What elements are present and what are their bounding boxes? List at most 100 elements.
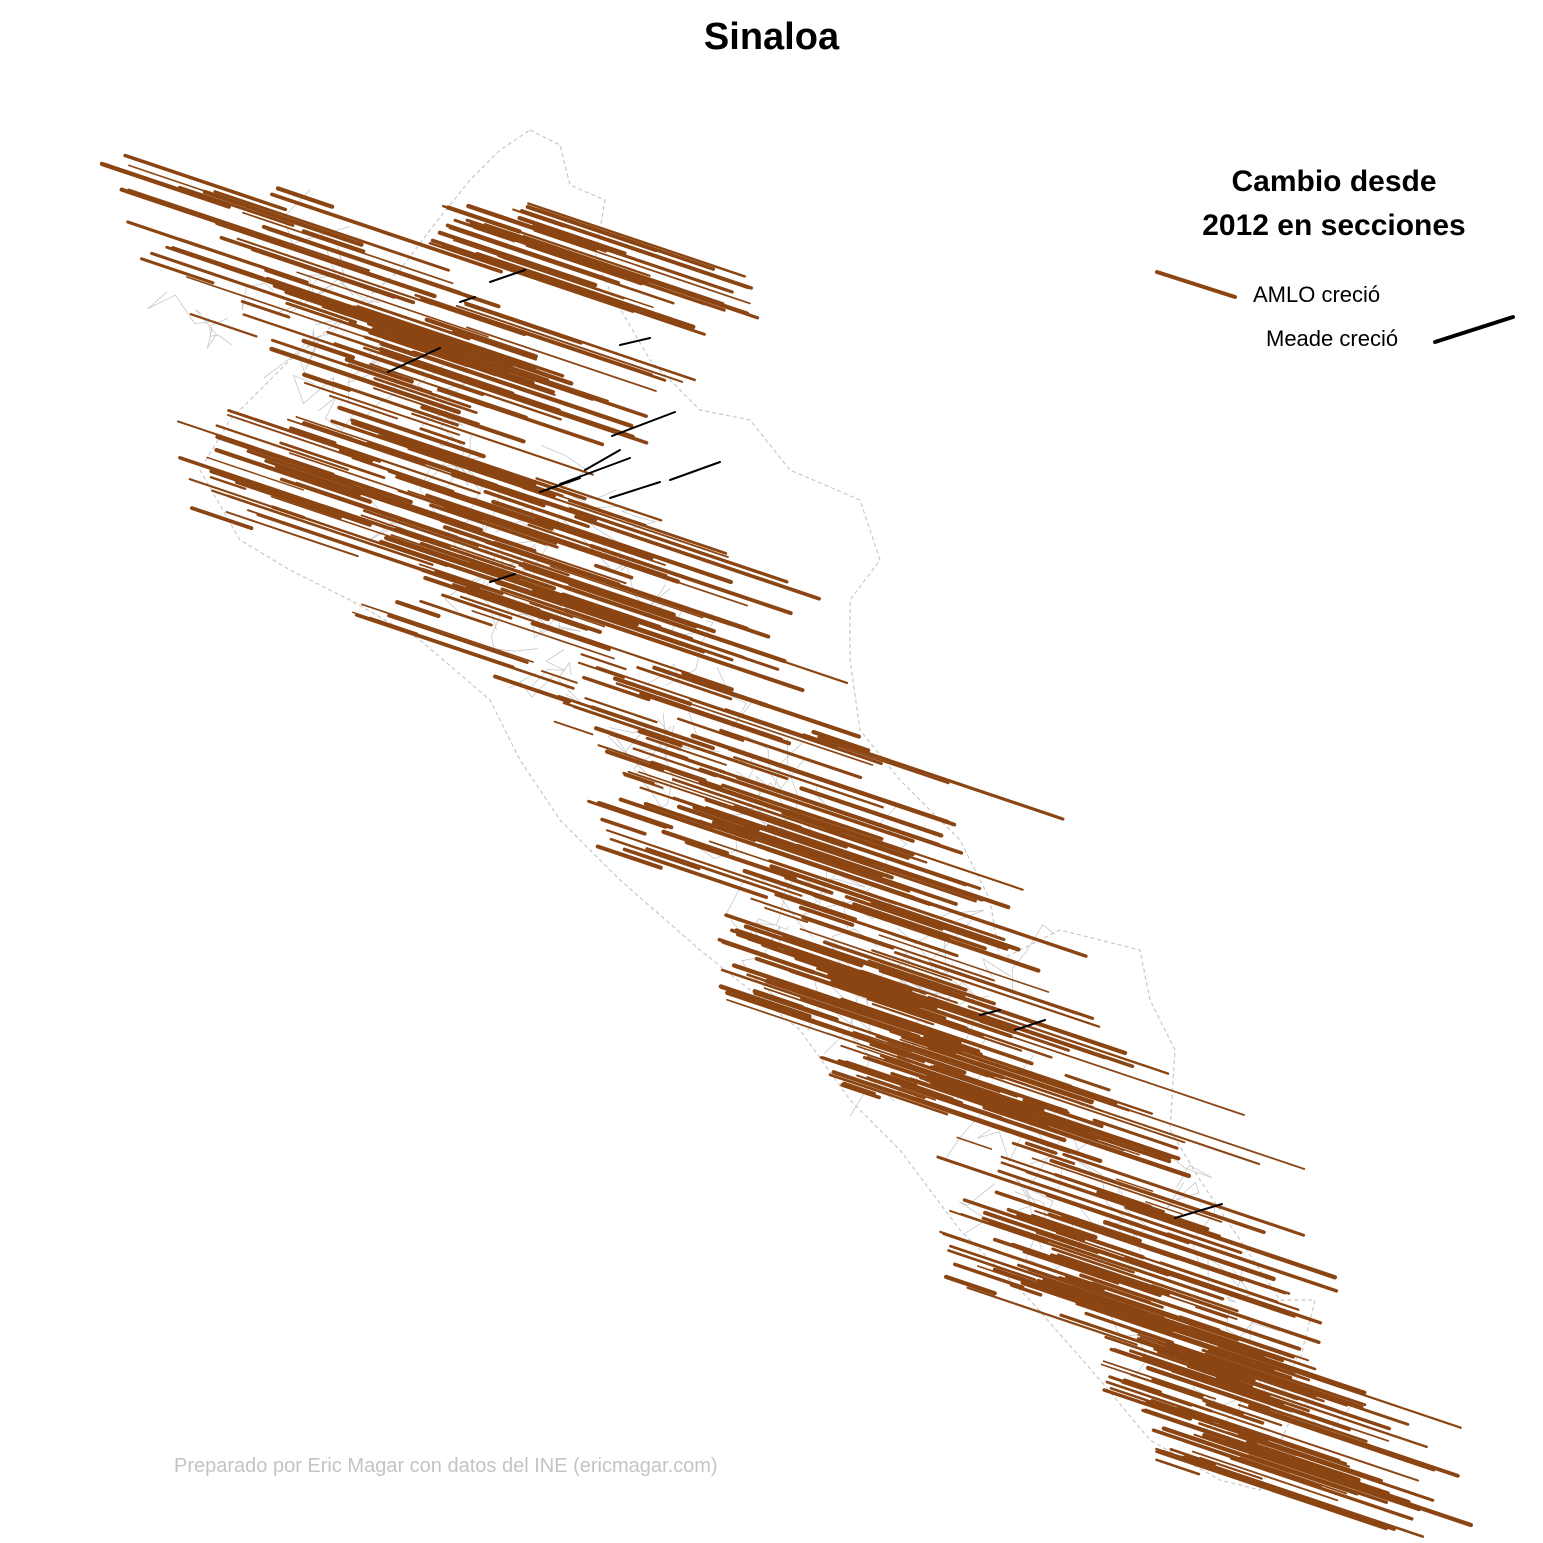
amlo-arrow: [1215, 1376, 1271, 1397]
amlo-arrow: [536, 557, 771, 639]
map-title: Sinaloa: [703, 16, 840, 58]
amlo-arrow: [331, 381, 459, 427]
amlo-arrow: [1205, 1402, 1265, 1425]
amlo-arrow: [424, 317, 538, 359]
amlo-arrow: [1062, 1152, 1306, 1237]
amlo-arrow: [407, 448, 611, 518]
amlo-arrow: [361, 603, 534, 663]
amlo-arrow: [324, 507, 370, 526]
amlo-arrow: [878, 934, 1050, 993]
amlo-arrow: [942, 1232, 1164, 1309]
amlo-arrow: [533, 594, 705, 654]
amlo-arrow: [242, 211, 454, 285]
amlo-arrow: [523, 565, 716, 634]
amlo-arrow: [790, 837, 977, 903]
amlo-arrow: [788, 970, 880, 1003]
amlo-arrow: [387, 469, 577, 536]
amlo-arrow: [304, 381, 461, 436]
amlo-arrow: [614, 603, 849, 685]
amlo-arrow: [717, 937, 769, 958]
amlo-arrow: [275, 186, 335, 209]
amlo-arrow: [302, 372, 352, 392]
municipal-boundary: [531, 649, 566, 687]
meade-arrow: [387, 347, 441, 373]
amlo-arrow: [773, 817, 982, 891]
amlo-arrow: [214, 220, 437, 299]
amlo-arrow: [1122, 1378, 1163, 1394]
amlo-arrow: [994, 1190, 1142, 1243]
amlo-arrow: [596, 800, 674, 830]
amlo-arrow: [1202, 1432, 1292, 1466]
amlo-arrow: [1046, 1112, 1146, 1148]
amlo-arrow: [811, 991, 962, 1044]
municipal-boundary: [1002, 1137, 1063, 1216]
amlo-arrows: [99, 153, 1474, 1538]
amlo-arrow: [1237, 1433, 1435, 1502]
amlo-arrow: [1136, 1337, 1325, 1403]
amlo-arrow: [830, 978, 947, 1021]
meade-arrow: [559, 457, 631, 485]
amlo-arrow: [468, 558, 510, 575]
amlo-arrow: [637, 729, 683, 748]
amlo-arrow: [440, 519, 509, 545]
amlo-arrow: [574, 514, 821, 601]
amlo-arrow: [1064, 1275, 1105, 1292]
amlo-arrow: [177, 237, 309, 284]
amlo-arrow: [407, 490, 457, 509]
amlo-arrow: [869, 1042, 908, 1058]
amlo-arrow: [530, 621, 611, 652]
amlo-arrow: [1056, 1253, 1166, 1292]
municipal-boundary: [640, 663, 681, 689]
amlo-arrow: [377, 434, 550, 496]
meade-arrow: [611, 411, 676, 437]
amlo-arrow: [582, 675, 651, 702]
amlo-arrow: [525, 244, 643, 286]
amlo-arrow: [1129, 1349, 1310, 1413]
amlo-arrow: [450, 472, 546, 508]
amlo-arrow: [1145, 1400, 1383, 1483]
amlo-arrow: [414, 363, 451, 377]
amlo-arrow: [1011, 1141, 1076, 1165]
amlo-arrow: [768, 859, 978, 932]
municipal-boundary: [607, 732, 665, 792]
amlo-arrow: [689, 697, 883, 766]
amlo-arrow: [531, 587, 639, 627]
amlo-arrow: [373, 377, 478, 415]
amlo-arrow: [743, 924, 864, 968]
amlo-arrow: [256, 513, 423, 572]
municipal-boundary: [976, 1128, 1024, 1163]
amlo-arrow: [372, 387, 480, 425]
amlo-arrow: [734, 928, 927, 995]
amlo-arrow: [1193, 1433, 1421, 1512]
amlo-arrow: [437, 230, 598, 288]
municipal-boundary: [959, 1183, 996, 1234]
amlo-arrow: [444, 507, 482, 521]
amlo-arrow: [872, 1083, 1010, 1133]
municipal-boundary: [928, 916, 975, 981]
amlo-arrow: [1130, 1373, 1283, 1427]
amlo-arrow: [1102, 1219, 1276, 1282]
amlo-arrow: [279, 441, 386, 480]
amlo-arrow: [817, 735, 1065, 821]
amlo-arrow: [270, 192, 503, 274]
amlo-arrow: [1115, 1235, 1286, 1295]
amlo-arrow: [337, 405, 486, 459]
amlo-arrow: [1139, 1336, 1254, 1376]
amlo-arrow: [1051, 1247, 1239, 1313]
amlo-arrow: [638, 771, 802, 828]
amlo-arrow: [852, 902, 987, 951]
amlo-arrow: [622, 771, 655, 785]
amlo-arrow: [992, 1237, 1162, 1298]
amlo-arrow: [778, 982, 981, 1053]
amlo-arrow: [395, 475, 554, 531]
amlo-arrow: [605, 829, 803, 897]
municipal-boundary: [982, 958, 1012, 978]
amlo-arrow: [1155, 1450, 1388, 1531]
amlo-arrow: [1045, 1193, 1190, 1245]
amlo-arrow: [493, 674, 571, 704]
amlo-arrow: [801, 915, 895, 950]
legend-amlo-swatch: [1155, 270, 1237, 299]
amlo-arrow: [527, 202, 747, 278]
amlo-arrow: [441, 243, 568, 288]
meade-arrow: [459, 296, 476, 303]
